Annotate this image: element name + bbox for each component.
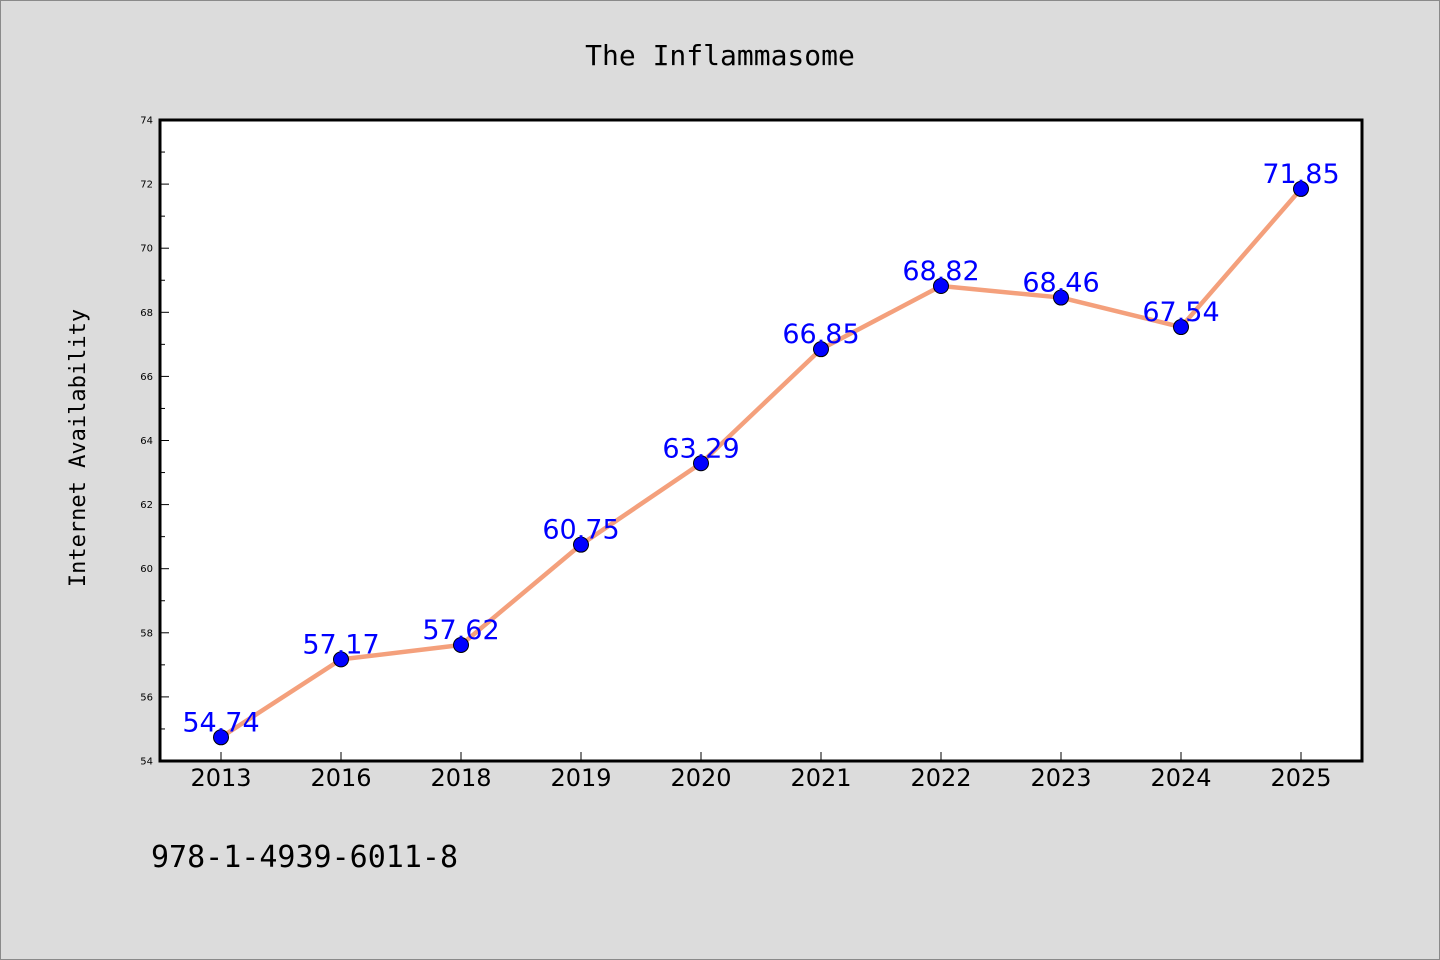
y-tick-label: 74 <box>140 116 153 127</box>
x-tick-label: 2018 <box>430 764 491 792</box>
y-axis-label: Internet Availability <box>66 309 91 587</box>
y-tick-label: 56 <box>140 692 153 703</box>
data-label: 57.62 <box>422 615 499 646</box>
y-tick-label: 72 <box>140 180 153 191</box>
data-point <box>1293 180 1309 197</box>
data-point <box>453 636 469 653</box>
x-tick-label: 2024 <box>1150 764 1211 792</box>
data-point <box>933 278 949 295</box>
data-label: 71.85 <box>1262 159 1339 190</box>
data-label: 67.54 <box>1142 297 1219 328</box>
y-tick-label: 68 <box>140 308 153 319</box>
y-tick-label: 62 <box>140 500 153 511</box>
x-tick-label: 2016 <box>310 764 371 792</box>
data-label: 54.74 <box>182 707 259 738</box>
data-point <box>573 536 589 553</box>
data-point <box>1053 289 1069 306</box>
series-line <box>218 186 1304 740</box>
data-label: 66.85 <box>782 319 859 350</box>
y-tick-label: 60 <box>140 564 153 575</box>
y-tick-label: 64 <box>140 436 153 447</box>
x-tick-label: 2023 <box>1030 764 1091 792</box>
data-label: 60.75 <box>542 515 619 546</box>
plot-area <box>158 118 1364 763</box>
annotation-text: 978-1-4939-6011-8 <box>151 840 458 875</box>
x-tick-label: 2019 <box>550 764 611 792</box>
x-tick-label: 2025 <box>1270 764 1331 792</box>
data-label: 63.29 <box>662 433 739 464</box>
y-tick-label: 70 <box>140 244 153 255</box>
data-label: 68.82 <box>902 256 979 287</box>
data-label: 57.17 <box>302 629 379 660</box>
x-tick-label: 2021 <box>790 764 851 792</box>
data-point <box>813 341 829 358</box>
y-axis: 54 56 58 60 62 64 66 68 70 72 74 <box>140 116 169 768</box>
data-point <box>693 455 709 472</box>
y-tick-label: 66 <box>140 372 153 383</box>
y-tick-label: 58 <box>140 628 153 639</box>
chart-title: The Inflammasome <box>585 39 855 72</box>
y-tick-label: 54 <box>140 757 153 768</box>
data-point <box>1173 319 1189 336</box>
x-tick-label: 2020 <box>670 764 731 792</box>
series-layer: 54.74 57.17 57.62 60.75 63.29 66.85 68.82 68.46… <box>182 159 1340 746</box>
x-tick-label: 2013 <box>190 764 251 792</box>
data-point <box>333 651 349 668</box>
data-point <box>213 729 229 746</box>
x-tick-label: 2022 <box>910 764 971 792</box>
data-label: 68.46 <box>1022 268 1099 299</box>
x-axis: 2013 2016 2018 2019 2020 2021 2022 2023 2024 2025 <box>190 752 1332 792</box>
